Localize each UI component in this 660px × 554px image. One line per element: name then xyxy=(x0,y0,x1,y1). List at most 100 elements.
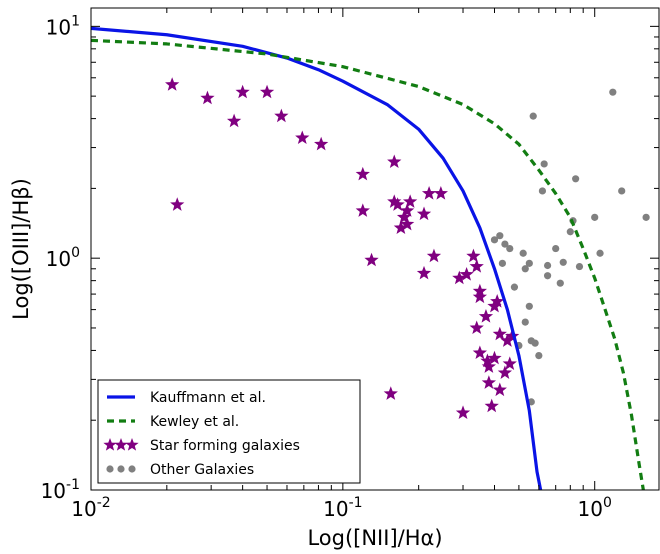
star-forming-galaxy-point xyxy=(274,108,289,123)
star-forming-galaxy-point xyxy=(459,267,474,281)
star-forming-galaxy-point xyxy=(416,206,432,221)
legend-swatch-dot xyxy=(128,465,136,473)
legend-label: Kewley et al. xyxy=(150,414,239,430)
star-forming-galaxy-point xyxy=(200,90,215,105)
legend: Kauffmann et al. Kewley et al. Star formin… xyxy=(97,379,361,484)
star-forming-galaxy-point xyxy=(469,259,484,273)
star-forming-galaxy-point xyxy=(502,356,517,370)
star-forming-galaxy-point xyxy=(226,113,242,128)
other-galaxy-point xyxy=(609,88,617,96)
star-forming-galaxy-point xyxy=(480,353,495,368)
markers-layer xyxy=(165,77,650,419)
other-galaxy-point xyxy=(591,213,599,221)
legend-label: Star forming galaxies xyxy=(150,438,300,454)
other-galaxy-point xyxy=(572,175,580,183)
star-forming-galaxy-point xyxy=(433,186,448,200)
star-forming-galaxy-point xyxy=(452,270,467,285)
star-forming-galaxy-point xyxy=(387,154,402,169)
plot-frame xyxy=(90,7,660,491)
x-tick-label: 100 xyxy=(578,495,612,521)
star-forming-galaxy-point xyxy=(165,77,180,91)
star-forming-galaxy-point xyxy=(472,289,488,304)
other-galaxy-point xyxy=(506,244,514,253)
legend-swatch-dot xyxy=(106,465,114,473)
star-forming-galaxy-point xyxy=(314,136,329,151)
kewley-curve xyxy=(91,38,645,490)
star-forming-galaxy-point xyxy=(400,216,415,231)
star-forming-galaxy-point xyxy=(416,265,432,280)
star-forming-galaxy-point xyxy=(478,309,494,323)
other-galaxy-point xyxy=(535,351,543,360)
star-forming-galaxy-point xyxy=(484,398,499,413)
star-forming-galaxy-point xyxy=(455,405,471,419)
other-galaxy-point xyxy=(543,272,552,280)
other-galaxy-point xyxy=(556,279,564,287)
other-galaxy-point xyxy=(543,261,552,270)
legend-label: Other Galaxies xyxy=(150,462,254,478)
star-forming-galaxy-point xyxy=(403,194,418,208)
other-galaxy-point xyxy=(525,302,533,310)
star-forming-galaxy-point xyxy=(466,248,481,263)
other-galaxy-point xyxy=(496,232,504,240)
star-forming-galaxy-point xyxy=(400,203,415,217)
other-galaxy-point xyxy=(618,187,626,195)
star-forming-galaxy-point xyxy=(481,359,497,373)
star-forming-galaxy-point xyxy=(355,166,370,181)
other-galaxy-point xyxy=(529,112,537,120)
star-forming-galaxy-point xyxy=(481,375,497,389)
star-forming-galaxy-point xyxy=(170,197,185,211)
legend-swatch-dot xyxy=(117,465,125,473)
star-forming-galaxy-point xyxy=(235,84,250,99)
star-forming-galaxy-point xyxy=(469,320,484,335)
other-galaxy-point xyxy=(642,213,650,221)
legend-swatch-star xyxy=(114,438,128,451)
x-axis-label: Log([NII]/Hα) xyxy=(307,526,442,550)
star-forming-galaxy-point xyxy=(490,294,505,308)
star-forming-galaxy-point xyxy=(504,328,520,343)
x-tick-label: 10-1 xyxy=(323,495,362,521)
curves-layer xyxy=(91,26,645,490)
other-galaxy-point xyxy=(521,318,529,326)
star-forming-galaxy-point xyxy=(426,248,442,263)
other-galaxy-point xyxy=(566,228,574,236)
star-forming-galaxy-point xyxy=(492,326,507,341)
legend-swatch-star xyxy=(125,438,139,451)
star-forming-galaxy-point xyxy=(497,365,513,379)
y-tick-label: 100 xyxy=(46,245,80,271)
star-forming-galaxy-point xyxy=(387,194,402,208)
other-galaxy-point xyxy=(540,160,548,168)
star-forming-galaxy-point xyxy=(396,209,412,224)
star-forming-galaxy-point xyxy=(259,84,275,99)
star-forming-galaxy-point xyxy=(421,186,437,200)
other-galaxy-point xyxy=(525,259,533,267)
legend-items: Kauffmann et al. Kewley et al. Star formin… xyxy=(103,390,300,478)
other-galaxy-point xyxy=(552,244,560,253)
y-axis-label: Log([OIII]/Hβ) xyxy=(9,178,33,320)
other-galaxy-point xyxy=(519,249,527,257)
star-forming-galaxy-point xyxy=(393,220,409,235)
star-forming-galaxy-point xyxy=(364,252,379,267)
y-tick-label: 101 xyxy=(46,13,80,39)
star-forming-galaxy-point xyxy=(295,130,310,145)
other-galaxy-point xyxy=(498,259,506,267)
x-tick-label: 10-2 xyxy=(71,495,110,521)
star-forming-galaxy-point xyxy=(355,203,370,217)
other-galaxy-point xyxy=(510,283,519,291)
legend-box xyxy=(97,379,361,484)
star-forming-galaxy-point xyxy=(487,350,502,365)
other-galaxy-point xyxy=(521,265,529,273)
star-forming-galaxy-point xyxy=(383,386,398,400)
star-forming-galaxy-point xyxy=(500,333,515,347)
other-galaxy-point xyxy=(490,236,499,244)
other-galaxy-point xyxy=(531,339,539,347)
other-galaxy-point xyxy=(596,249,604,257)
other-galaxy-point xyxy=(559,258,567,266)
legend-swatch-star xyxy=(103,438,117,451)
other-galaxy-point xyxy=(575,262,584,271)
other-galaxy-point xyxy=(501,240,509,248)
y-tick-label: 10-1 xyxy=(41,477,80,503)
other-galaxy-point xyxy=(538,187,547,195)
ticks-layer xyxy=(90,8,659,491)
